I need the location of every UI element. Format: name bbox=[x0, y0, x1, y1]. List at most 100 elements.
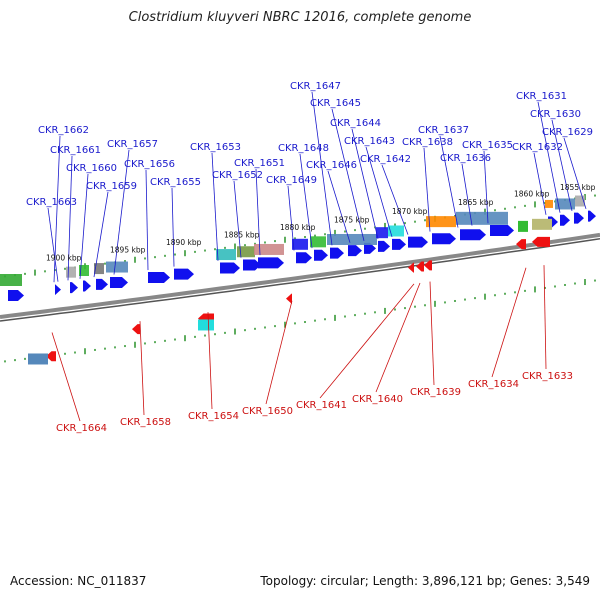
upper-tick bbox=[324, 233, 326, 236]
upper-tick bbox=[274, 240, 276, 243]
lower-tick bbox=[194, 335, 196, 338]
lower-tick bbox=[404, 307, 406, 310]
scale-label: 1865 kbp bbox=[458, 198, 494, 207]
lower-tick bbox=[414, 305, 416, 308]
label-leader bbox=[67, 155, 73, 281]
upper-tick bbox=[164, 254, 166, 257]
label-leader bbox=[351, 128, 379, 239]
lower-tick bbox=[174, 338, 176, 341]
lower-tick bbox=[164, 339, 166, 342]
reverse-gene-label: CKR_1641 bbox=[296, 400, 347, 411]
domain-box bbox=[376, 227, 388, 239]
label-leader bbox=[145, 169, 149, 271]
reverse-gene-label: CKR_1654 bbox=[188, 411, 239, 422]
forward-gene-label: CKR_1651 bbox=[234, 158, 285, 169]
upper-tick bbox=[44, 270, 46, 273]
upper-tick bbox=[594, 194, 596, 197]
lower-tick bbox=[394, 308, 396, 311]
domain-box bbox=[532, 218, 552, 230]
upper-tick bbox=[124, 260, 126, 263]
reverse-gene-arrow bbox=[532, 236, 550, 247]
scale-label: 1885 kbp bbox=[224, 230, 260, 239]
upper-tick bbox=[214, 248, 216, 251]
reverse-gene-arrow bbox=[416, 261, 424, 272]
upper-tick bbox=[514, 206, 516, 209]
forward-gene-arrow bbox=[460, 229, 486, 241]
forward-gene-label: CKR_1653 bbox=[190, 142, 241, 153]
label-leader bbox=[423, 147, 431, 232]
scale-label: 1900 kbp bbox=[46, 254, 82, 263]
lower-tick bbox=[514, 291, 516, 294]
gene-features bbox=[0, 195, 596, 365]
lower-tick bbox=[254, 327, 256, 330]
forward-gene-arrow bbox=[110, 277, 128, 289]
forward-gene-label: CKR_1644 bbox=[330, 118, 381, 129]
domain-box bbox=[518, 220, 528, 232]
domain-box bbox=[575, 195, 585, 207]
lower-tick bbox=[64, 352, 66, 355]
label-leader bbox=[299, 153, 313, 249]
lower-tick bbox=[4, 360, 6, 363]
forward-gene-arrow bbox=[258, 257, 284, 269]
reverse-gene-arrow bbox=[132, 324, 140, 335]
upper-tick bbox=[414, 220, 416, 223]
label-leader bbox=[537, 101, 561, 213]
lower-tick bbox=[584, 279, 586, 286]
label-leader bbox=[429, 281, 435, 386]
forward-gene-label: CKR_1638 bbox=[402, 137, 453, 148]
upper-tick bbox=[484, 208, 486, 215]
domain-box bbox=[254, 243, 284, 255]
label-leader bbox=[171, 187, 175, 267]
forward-gene-arrow bbox=[574, 212, 584, 224]
lower-tick bbox=[264, 326, 266, 329]
upper-tick bbox=[394, 223, 396, 226]
label-leader bbox=[211, 152, 219, 261]
forward-gene-arrow bbox=[392, 238, 406, 250]
lower-tick bbox=[564, 283, 566, 286]
lower-tick bbox=[144, 342, 146, 345]
reverse-gene-arrow bbox=[516, 239, 526, 250]
reverse-gene-label: CKR_1633 bbox=[522, 371, 573, 382]
label-leader bbox=[365, 146, 393, 238]
forward-gene-arrow bbox=[330, 247, 344, 259]
forward-gene-arrow bbox=[378, 240, 390, 252]
lower-tick bbox=[434, 300, 436, 307]
forward-gene-arrow bbox=[490, 224, 514, 236]
lower-tick bbox=[94, 348, 96, 351]
upper-tick bbox=[144, 257, 146, 260]
upper-tick bbox=[294, 237, 296, 240]
upper-tick bbox=[174, 253, 176, 256]
forward-gene-label: CKR_1663 bbox=[26, 197, 77, 208]
label-leader bbox=[483, 150, 489, 224]
label-leader bbox=[533, 152, 547, 215]
backbone-shadow bbox=[0, 238, 600, 322]
forward-gene-label: CKR_1662 bbox=[38, 125, 89, 136]
forward-gene-label: CKR_1646 bbox=[306, 160, 357, 171]
domain-box bbox=[216, 249, 236, 261]
backbone-line bbox=[0, 232, 600, 319]
upper-tick bbox=[314, 234, 316, 237]
domain-box bbox=[555, 198, 575, 210]
reverse-gene-label: CKR_1664 bbox=[56, 423, 107, 434]
lower-tick bbox=[374, 311, 376, 314]
lower-tick bbox=[504, 292, 506, 295]
lower-tick bbox=[314, 319, 316, 322]
label-leader bbox=[51, 332, 81, 422]
lower-tick bbox=[474, 297, 476, 300]
upper-tick bbox=[254, 242, 256, 245]
domain-box bbox=[426, 216, 456, 228]
forward-gene-label: CKR_1656 bbox=[124, 159, 175, 170]
forward-gene-arrow bbox=[54, 284, 61, 296]
forward-gene-arrow bbox=[243, 259, 261, 271]
domain-box bbox=[0, 274, 22, 286]
lower-tick bbox=[114, 346, 116, 349]
reverse-gene-label: CKR_1634 bbox=[468, 379, 519, 390]
forward-gene-label: CKR_1635 bbox=[462, 140, 513, 151]
forward-gene-label: CKR_1645 bbox=[310, 98, 361, 109]
reverse-gene-arrow bbox=[286, 293, 292, 304]
domain-box bbox=[198, 319, 214, 331]
upper-tick bbox=[494, 209, 496, 212]
lower-tick bbox=[184, 335, 186, 342]
lower-tick bbox=[124, 345, 126, 348]
forward-gene-arrow bbox=[296, 252, 312, 264]
